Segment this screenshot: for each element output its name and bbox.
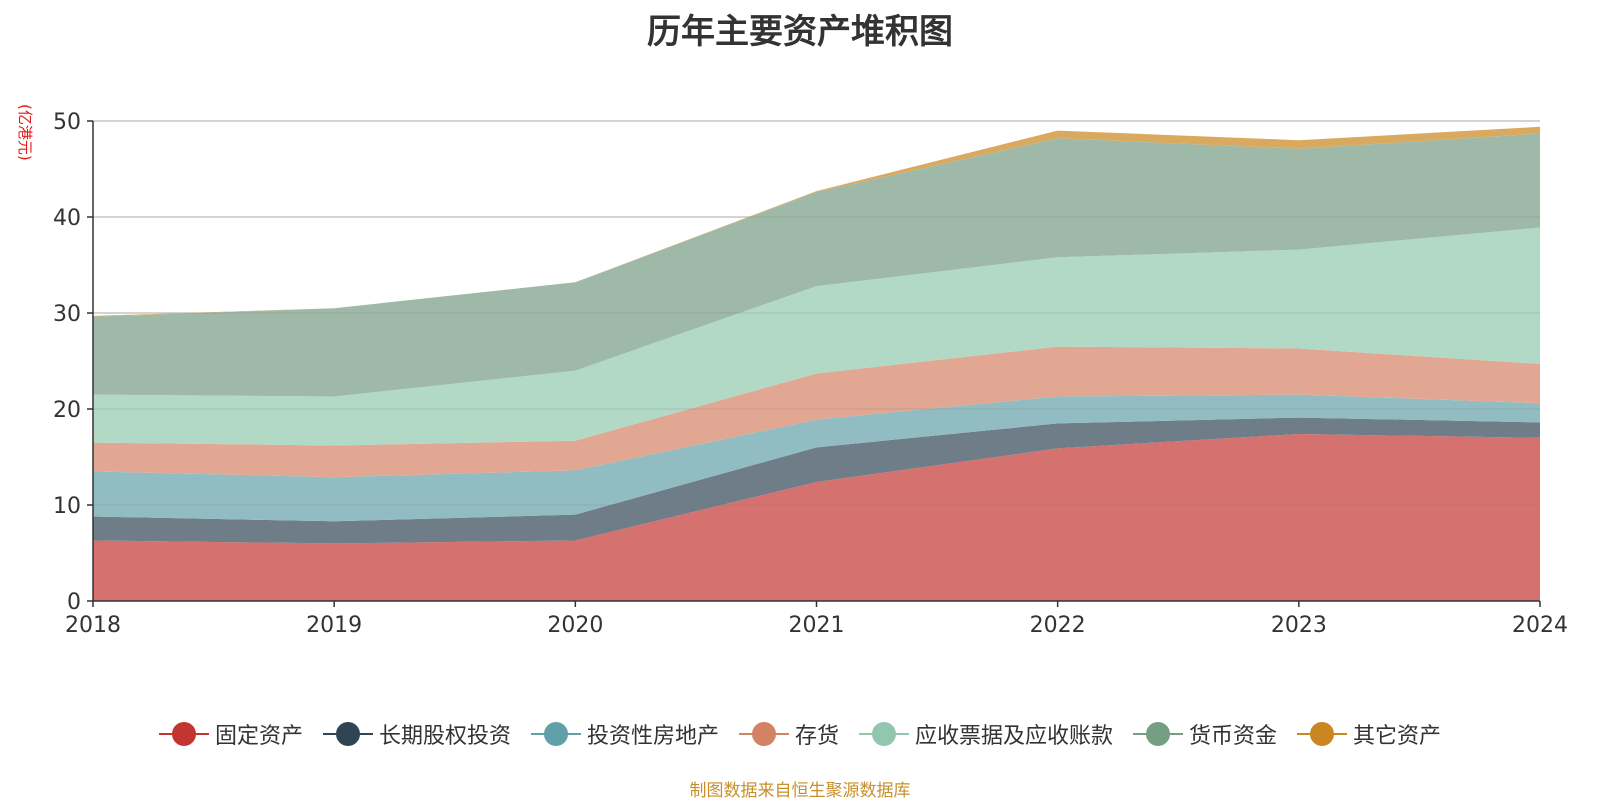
y-tick-label-50: 50 bbox=[53, 110, 81, 135]
area-series-0[interactable] bbox=[93, 434, 1540, 601]
y-tick-label-40: 40 bbox=[53, 206, 81, 231]
legend-label: 投资性房地产 bbox=[586, 724, 719, 749]
legend-item-5[interactable]: 货币资金 bbox=[1133, 718, 1277, 750]
area-series-5[interactable] bbox=[93, 133, 1540, 397]
x-tick-label-2021: 2021 bbox=[789, 613, 845, 638]
legend-item-3[interactable]: 存货 bbox=[738, 718, 839, 750]
x-tick-label-2020: 2020 bbox=[547, 613, 603, 638]
y-tick-label-20: 20 bbox=[53, 398, 81, 423]
legend-swatch-icon bbox=[738, 722, 789, 746]
legend-item-4[interactable]: 应收票据及应收账款 bbox=[859, 718, 1113, 750]
legend-item-0[interactable]: 固定资产 bbox=[158, 718, 303, 750]
legend-label: 长期股权投资 bbox=[378, 724, 511, 749]
area-series-2[interactable] bbox=[93, 394, 1540, 522]
area-series-3[interactable] bbox=[93, 346, 1540, 478]
y-tick-label-10: 10 bbox=[53, 494, 81, 519]
legend-swatch-icon bbox=[322, 722, 373, 746]
y-tick-label-30: 30 bbox=[53, 302, 81, 327]
legend-swatch-icon bbox=[1297, 722, 1348, 746]
legend: 固定资产 长期股权投资 投资性房地产 存货 应收票据及应收账款 货币资金 其它资产 bbox=[0, 718, 1600, 750]
legend-item-2[interactable]: 投资性房地产 bbox=[530, 718, 719, 750]
x-tick-label-2019: 2019 bbox=[306, 613, 362, 638]
legend-item-1[interactable]: 长期股权投资 bbox=[322, 718, 511, 750]
legend-label: 其它资产 bbox=[1353, 724, 1442, 749]
legend-swatch-icon bbox=[530, 722, 581, 746]
source-note: 制图数据来自恒生聚源数据库 bbox=[689, 781, 911, 801]
area-series-1[interactable] bbox=[93, 417, 1540, 544]
legend-label: 固定资产 bbox=[214, 724, 303, 749]
axes: 0 10 20 30 40 50 2018 2019 2020 2021 2022 2023 2024 bbox=[53, 110, 1568, 638]
legend-label: 货币资金 bbox=[1189, 724, 1278, 749]
area-series-4[interactable] bbox=[93, 227, 1540, 446]
legend-swatch-icon bbox=[859, 722, 909, 746]
legend-item-6[interactable]: 其它资产 bbox=[1297, 718, 1441, 750]
x-tick-label-2024: 2024 bbox=[1512, 613, 1568, 638]
legend-label: 应收票据及应收账款 bbox=[915, 724, 1114, 749]
chart-title: 历年主要资产堆积图 bbox=[647, 12, 953, 52]
x-tick-label-2018: 2018 bbox=[65, 613, 121, 638]
legend-swatch-icon bbox=[158, 722, 209, 746]
legend-swatch-icon bbox=[1133, 722, 1184, 746]
x-tick-label-2023: 2023 bbox=[1271, 613, 1327, 638]
y-tick-label-0: 0 bbox=[67, 590, 81, 615]
x-tick-label-2022: 2022 bbox=[1030, 613, 1086, 638]
legend-label: 存货 bbox=[794, 724, 839, 749]
series-areas bbox=[93, 120, 1540, 601]
